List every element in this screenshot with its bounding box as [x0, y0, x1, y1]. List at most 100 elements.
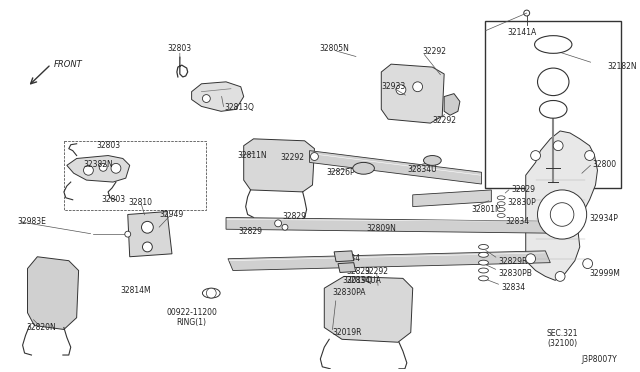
Text: 32829: 32829: [239, 227, 263, 236]
Text: 32999M: 32999M: [589, 269, 621, 278]
Text: 32803: 32803: [101, 195, 125, 204]
Ellipse shape: [202, 288, 220, 298]
Circle shape: [99, 163, 107, 171]
Polygon shape: [67, 155, 130, 182]
Text: 32182N: 32182N: [607, 62, 637, 71]
Circle shape: [310, 153, 318, 160]
Ellipse shape: [534, 36, 572, 53]
Ellipse shape: [424, 155, 441, 166]
Text: 32834: 32834: [501, 283, 525, 292]
Ellipse shape: [497, 196, 505, 200]
Circle shape: [275, 220, 282, 227]
Polygon shape: [228, 251, 550, 270]
Text: FRONT: FRONT: [54, 60, 83, 69]
Text: 32826P: 32826P: [326, 168, 355, 177]
Circle shape: [585, 151, 595, 160]
Circle shape: [525, 254, 536, 264]
Circle shape: [553, 141, 563, 151]
Polygon shape: [525, 131, 598, 280]
Text: 32834UA: 32834UA: [347, 276, 382, 285]
Text: 32829: 32829: [283, 212, 307, 221]
Text: 32292: 32292: [280, 153, 304, 161]
Polygon shape: [413, 190, 492, 206]
Circle shape: [111, 163, 121, 173]
Text: J3P8007Y: J3P8007Y: [581, 355, 617, 364]
Circle shape: [143, 242, 152, 252]
Text: 32934P: 32934P: [589, 215, 618, 224]
Circle shape: [538, 190, 587, 239]
Text: 32803: 32803: [168, 45, 192, 54]
Ellipse shape: [538, 68, 569, 96]
Text: 32949: 32949: [160, 209, 184, 219]
Text: 32834U: 32834U: [408, 166, 437, 174]
Polygon shape: [191, 82, 244, 111]
Text: 32810: 32810: [129, 198, 152, 207]
Circle shape: [556, 272, 565, 281]
Text: 32834: 32834: [505, 218, 529, 227]
Polygon shape: [226, 218, 550, 233]
Circle shape: [125, 231, 131, 237]
Text: 32803: 32803: [96, 141, 120, 150]
Ellipse shape: [497, 208, 505, 212]
Text: 32019Q: 32019Q: [342, 276, 372, 285]
Text: 32820N: 32820N: [26, 323, 56, 331]
Text: 32830PA: 32830PA: [332, 288, 365, 297]
Ellipse shape: [353, 163, 374, 174]
Polygon shape: [310, 151, 481, 184]
Circle shape: [524, 10, 530, 16]
Circle shape: [396, 85, 406, 94]
Text: 32019R: 32019R: [332, 327, 362, 337]
Text: 32809N: 32809N: [366, 224, 396, 233]
Text: 32814M: 32814M: [120, 286, 151, 295]
Text: (32100): (32100): [547, 339, 577, 348]
Text: 32830PB: 32830PB: [498, 269, 532, 278]
Text: 32830P: 32830P: [507, 198, 536, 207]
Text: 32292: 32292: [433, 116, 456, 125]
Bar: [64, 141, 206, 209]
Text: 32983E: 32983E: [18, 218, 47, 227]
Bar: [486, 21, 621, 188]
Circle shape: [206, 288, 216, 298]
Circle shape: [84, 166, 93, 175]
Polygon shape: [28, 257, 79, 330]
Ellipse shape: [497, 214, 505, 218]
Text: 32829: 32829: [347, 267, 371, 276]
Circle shape: [550, 203, 574, 226]
Text: 32382N: 32382N: [83, 160, 113, 170]
Circle shape: [413, 82, 422, 92]
Polygon shape: [128, 212, 172, 257]
Polygon shape: [244, 139, 314, 192]
Ellipse shape: [479, 244, 488, 249]
Text: 32800: 32800: [593, 160, 617, 170]
Polygon shape: [381, 64, 444, 123]
Ellipse shape: [479, 252, 488, 257]
Circle shape: [531, 151, 540, 160]
Text: 32141A: 32141A: [507, 28, 536, 37]
Text: 32292: 32292: [364, 267, 388, 276]
Text: 32834: 32834: [336, 254, 360, 263]
Text: 32292: 32292: [422, 48, 447, 57]
Circle shape: [583, 259, 593, 269]
Polygon shape: [444, 94, 460, 115]
Polygon shape: [324, 276, 413, 342]
Circle shape: [282, 224, 288, 230]
Text: 00922-11200: 00922-11200: [166, 308, 217, 317]
Text: 32805N: 32805N: [319, 45, 349, 54]
Text: 32829: 32829: [511, 185, 535, 194]
Ellipse shape: [497, 202, 505, 206]
Ellipse shape: [479, 276, 488, 281]
Polygon shape: [338, 263, 356, 272]
Ellipse shape: [479, 268, 488, 273]
Ellipse shape: [479, 260, 488, 265]
Polygon shape: [334, 251, 354, 262]
Text: RING(1): RING(1): [177, 318, 207, 327]
Circle shape: [141, 221, 154, 233]
Text: 32813Q: 32813Q: [224, 103, 254, 112]
Circle shape: [202, 94, 211, 102]
Text: SEC.321: SEC.321: [547, 330, 578, 339]
Text: 32811N: 32811N: [238, 151, 268, 160]
Text: 32801N: 32801N: [472, 205, 501, 214]
Text: 32933: 32933: [381, 82, 405, 91]
Ellipse shape: [540, 100, 567, 118]
Text: 32829R: 32829R: [498, 257, 527, 266]
